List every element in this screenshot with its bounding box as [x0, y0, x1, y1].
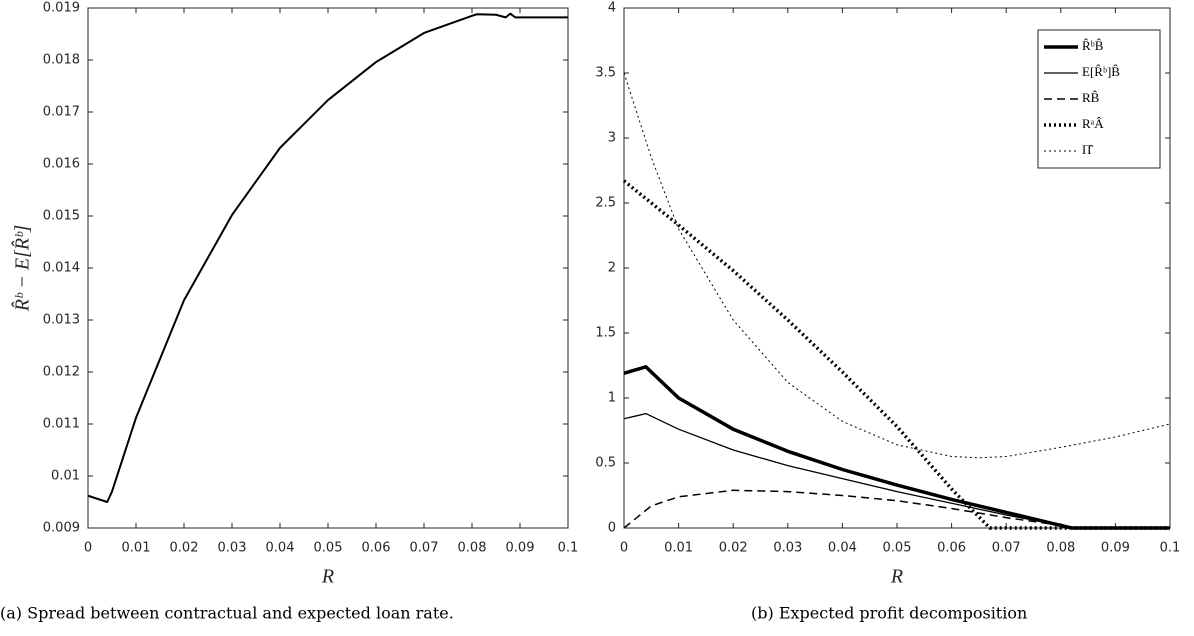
data-line: [623, 412, 1170, 529]
x-axis-label: R: [890, 566, 903, 588]
caption: (a) Spread between contractual and expec…: [0, 604, 454, 623]
x-tick-label: 0.09: [1101, 541, 1130, 556]
axes-frame: [87, 7, 569, 529]
x-tick-label: 0.04: [266, 541, 295, 556]
data-line: [623, 489, 1170, 529]
legend-label: R̂ᵇB̂: [1082, 38, 1104, 53]
y-tick-label: 0.5: [595, 456, 616, 471]
x-tick-label: 0.06: [362, 541, 391, 556]
y-tick-label: 0.017: [43, 105, 80, 120]
legend-label: RᵃÂ: [1082, 116, 1104, 131]
x-tick-label: 0.01: [664, 541, 693, 556]
x-tick-label: 0.05: [883, 541, 912, 556]
x-tick-label: 0.03: [218, 541, 247, 556]
y-axis-label: R̂ᵇ − E[R̂ᵇ]: [10, 225, 33, 312]
legend-label: RB̂: [1082, 90, 1100, 105]
x-tick-label: 0.1: [558, 541, 579, 556]
y-tick-label: 0.013: [43, 313, 80, 328]
y-tick-label: 0.009: [43, 521, 80, 536]
x-tick-label: 0.09: [506, 541, 535, 556]
x-tick-label: 0.07: [992, 541, 1021, 556]
data-line: [623, 72, 1171, 459]
legend-label: E[R̂ᵇ]B̂: [1082, 64, 1120, 79]
x-tick-label: 0.01: [122, 541, 151, 556]
y-tick-label: 0.016: [43, 157, 80, 172]
y-tick-label: 2: [608, 261, 616, 276]
y-tick-label: 0.015: [43, 209, 80, 224]
y-tick-label: 3.5: [595, 66, 616, 81]
y-tick-label: 0.018: [43, 53, 80, 68]
y-tick-label: 0: [608, 521, 616, 536]
legend-label: Π̂: [1082, 142, 1094, 157]
x-tick-label: 0.02: [170, 541, 199, 556]
caption: (b) Expected profit decomposition: [751, 604, 1027, 623]
y-tick-label: 1.5: [595, 326, 616, 341]
y-tick-label: 2.5: [595, 196, 616, 211]
x-tick-label: 0.1: [1160, 541, 1181, 556]
y-tick-label: 0.012: [43, 365, 80, 380]
x-tick-label: 0.08: [1046, 541, 1075, 556]
data-line: [623, 365, 1170, 530]
x-tick-label: 0.02: [719, 541, 748, 556]
y-tick-label: 0.014: [43, 261, 80, 276]
x-tick-label: 0.08: [458, 541, 487, 556]
x-axis-label: R: [321, 566, 334, 588]
x-tick-label: 0.06: [937, 541, 966, 556]
y-tick-label: 4: [608, 1, 616, 16]
y-tick-label: 0.011: [43, 417, 80, 432]
y-tick-label: 1: [608, 391, 616, 406]
y-tick-label: 0.01: [51, 469, 80, 484]
x-tick-label: 0: [620, 541, 628, 556]
x-tick-label: 0.04: [828, 541, 857, 556]
x-tick-label: 0.05: [314, 541, 343, 556]
x-tick-label: 0.03: [773, 541, 802, 556]
x-tick-label: 0: [84, 541, 92, 556]
y-tick-label: 3: [608, 131, 616, 146]
y-tick-label: 0.019: [43, 1, 80, 16]
data-line: [87, 12, 568, 503]
data-line: [622, 179, 1170, 530]
x-tick-label: 0.07: [410, 541, 439, 556]
